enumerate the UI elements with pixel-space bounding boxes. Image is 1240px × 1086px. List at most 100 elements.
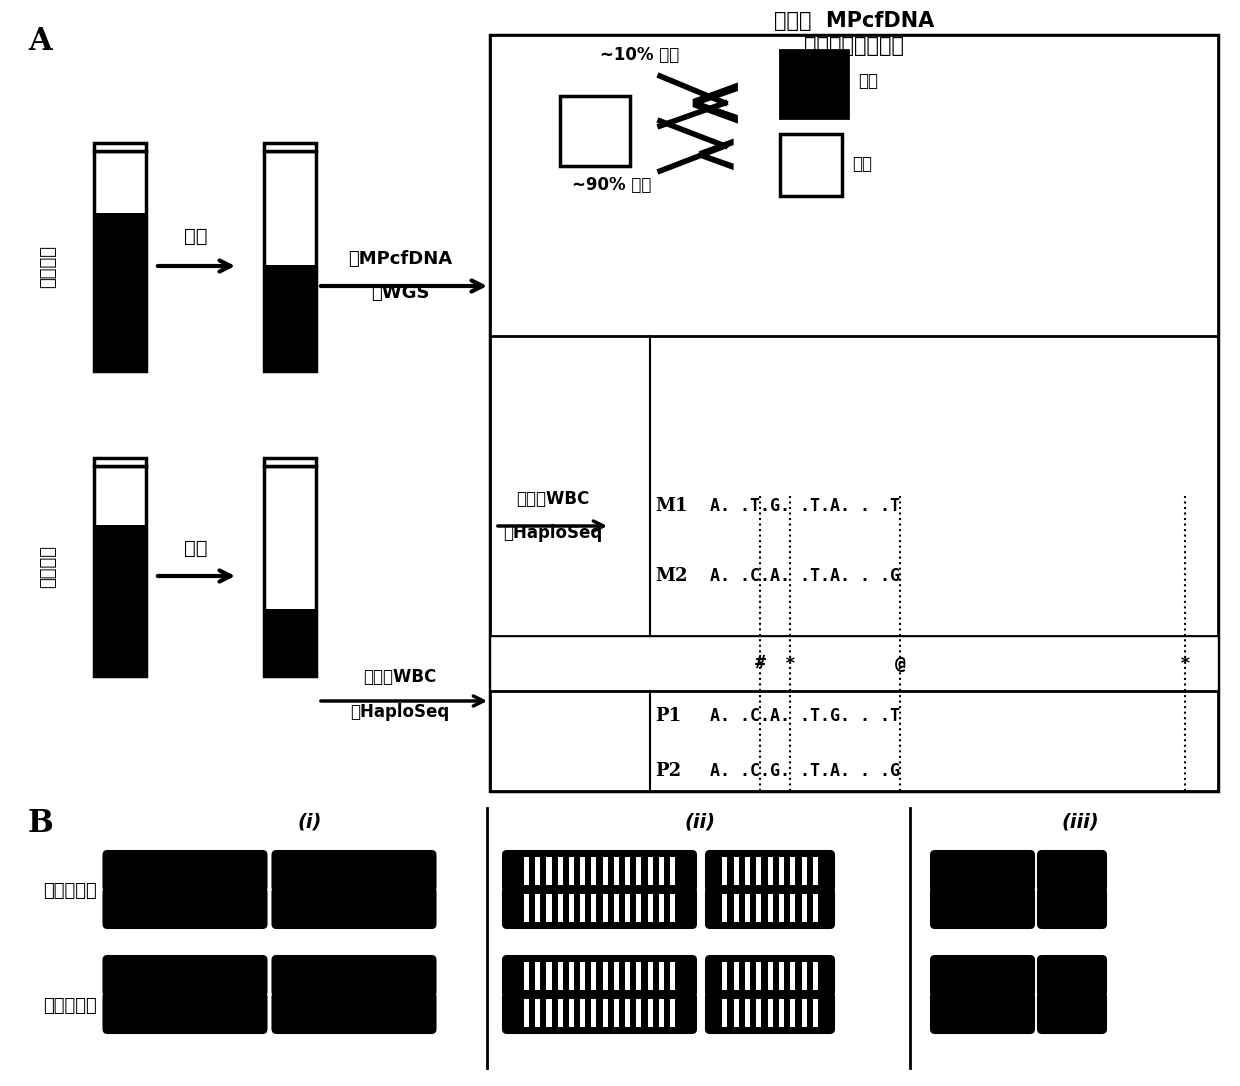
Text: 去卷积  MPcfDNA: 去卷积 MPcfDNA: [774, 11, 934, 31]
Bar: [264, 151, 316, 371]
Bar: [591, 894, 596, 922]
Bar: [558, 999, 563, 1027]
Bar: [756, 999, 761, 1027]
Bar: [94, 151, 146, 371]
Bar: [558, 962, 563, 990]
Bar: [670, 962, 675, 990]
FancyBboxPatch shape: [103, 992, 268, 1034]
Text: P2: P2: [655, 762, 681, 780]
Bar: [547, 962, 552, 990]
Bar: [636, 857, 641, 885]
Bar: [813, 999, 818, 1027]
Bar: [603, 999, 608, 1027]
Text: ~90% 母本: ~90% 母本: [572, 176, 651, 194]
FancyBboxPatch shape: [930, 850, 1035, 892]
Bar: [603, 962, 608, 990]
Bar: [779, 999, 784, 1027]
Bar: [647, 962, 652, 990]
FancyBboxPatch shape: [930, 992, 1035, 1034]
Bar: [558, 894, 563, 922]
Text: *: *: [1179, 655, 1190, 672]
Bar: [560, 96, 630, 166]
Bar: [264, 458, 316, 466]
Bar: [525, 894, 529, 922]
FancyBboxPatch shape: [930, 887, 1035, 929]
Bar: [625, 999, 630, 1027]
Bar: [94, 466, 146, 675]
FancyBboxPatch shape: [1037, 887, 1107, 929]
Text: A. .T.G. .T.A. . .T: A. .T.G. .T.A. . .T: [711, 497, 900, 515]
Bar: [264, 466, 316, 675]
Bar: [670, 894, 675, 922]
Text: 离心: 离心: [185, 227, 208, 247]
FancyBboxPatch shape: [272, 887, 436, 929]
Bar: [547, 999, 552, 1027]
Text: ~10% 胎儿: ~10% 胎儿: [600, 46, 680, 64]
Bar: [603, 857, 608, 885]
Text: 的HaploSeq: 的HaploSeq: [503, 525, 603, 542]
FancyBboxPatch shape: [706, 887, 835, 929]
Bar: [779, 962, 784, 990]
FancyBboxPatch shape: [103, 850, 268, 892]
Bar: [580, 962, 585, 990]
Bar: [768, 999, 773, 1027]
FancyBboxPatch shape: [502, 992, 697, 1034]
Bar: [768, 857, 773, 885]
Bar: [580, 857, 585, 885]
Bar: [734, 999, 739, 1027]
Bar: [768, 894, 773, 922]
Bar: [94, 213, 146, 371]
Text: 母亲单倍型: 母亲单倍型: [43, 997, 97, 1015]
Bar: [614, 894, 619, 922]
FancyBboxPatch shape: [103, 955, 268, 997]
Bar: [94, 143, 146, 151]
Bar: [547, 857, 552, 885]
Bar: [614, 999, 619, 1027]
Bar: [580, 999, 585, 1027]
FancyBboxPatch shape: [272, 955, 436, 997]
Bar: [722, 857, 728, 885]
Text: #: #: [755, 655, 765, 672]
Bar: [94, 151, 146, 371]
Text: A. .C.G. .T.A. . .G: A. .C.G. .T.A. . .G: [711, 762, 900, 780]
Text: (ii): (ii): [684, 813, 715, 832]
Bar: [525, 999, 529, 1027]
Text: (i): (i): [298, 813, 322, 832]
Bar: [614, 962, 619, 990]
Bar: [745, 894, 750, 922]
Bar: [264, 143, 316, 151]
Bar: [636, 962, 641, 990]
Bar: [813, 894, 818, 922]
Bar: [264, 609, 316, 675]
Bar: [264, 265, 316, 371]
Bar: [658, 962, 663, 990]
Bar: [94, 525, 146, 675]
Text: A. .C.A. .T.A. . .G: A. .C.A. .T.A. . .G: [711, 567, 900, 585]
Bar: [490, 636, 1218, 691]
Bar: [94, 458, 146, 466]
Bar: [636, 894, 641, 922]
Bar: [547, 894, 552, 922]
FancyBboxPatch shape: [1037, 850, 1107, 892]
Text: 父本血样: 父本血样: [38, 544, 57, 588]
Text: 的HaploSeq: 的HaploSeq: [351, 703, 450, 721]
Text: 对母本WBC: 对母本WBC: [516, 490, 590, 508]
Bar: [558, 857, 563, 885]
Bar: [779, 894, 784, 922]
Bar: [614, 857, 619, 885]
Bar: [722, 962, 728, 990]
Bar: [490, 691, 1218, 791]
Bar: [734, 962, 739, 990]
Bar: [625, 894, 630, 922]
Bar: [790, 857, 795, 885]
Bar: [768, 962, 773, 990]
FancyBboxPatch shape: [930, 955, 1035, 997]
Text: 对父本WBC: 对父本WBC: [363, 668, 436, 686]
Text: 父亲单倍型: 父亲单倍型: [43, 882, 97, 900]
FancyBboxPatch shape: [272, 850, 436, 892]
Bar: [636, 999, 641, 1027]
Bar: [580, 894, 585, 922]
Bar: [779, 857, 784, 885]
Bar: [264, 151, 316, 265]
FancyBboxPatch shape: [502, 887, 697, 929]
